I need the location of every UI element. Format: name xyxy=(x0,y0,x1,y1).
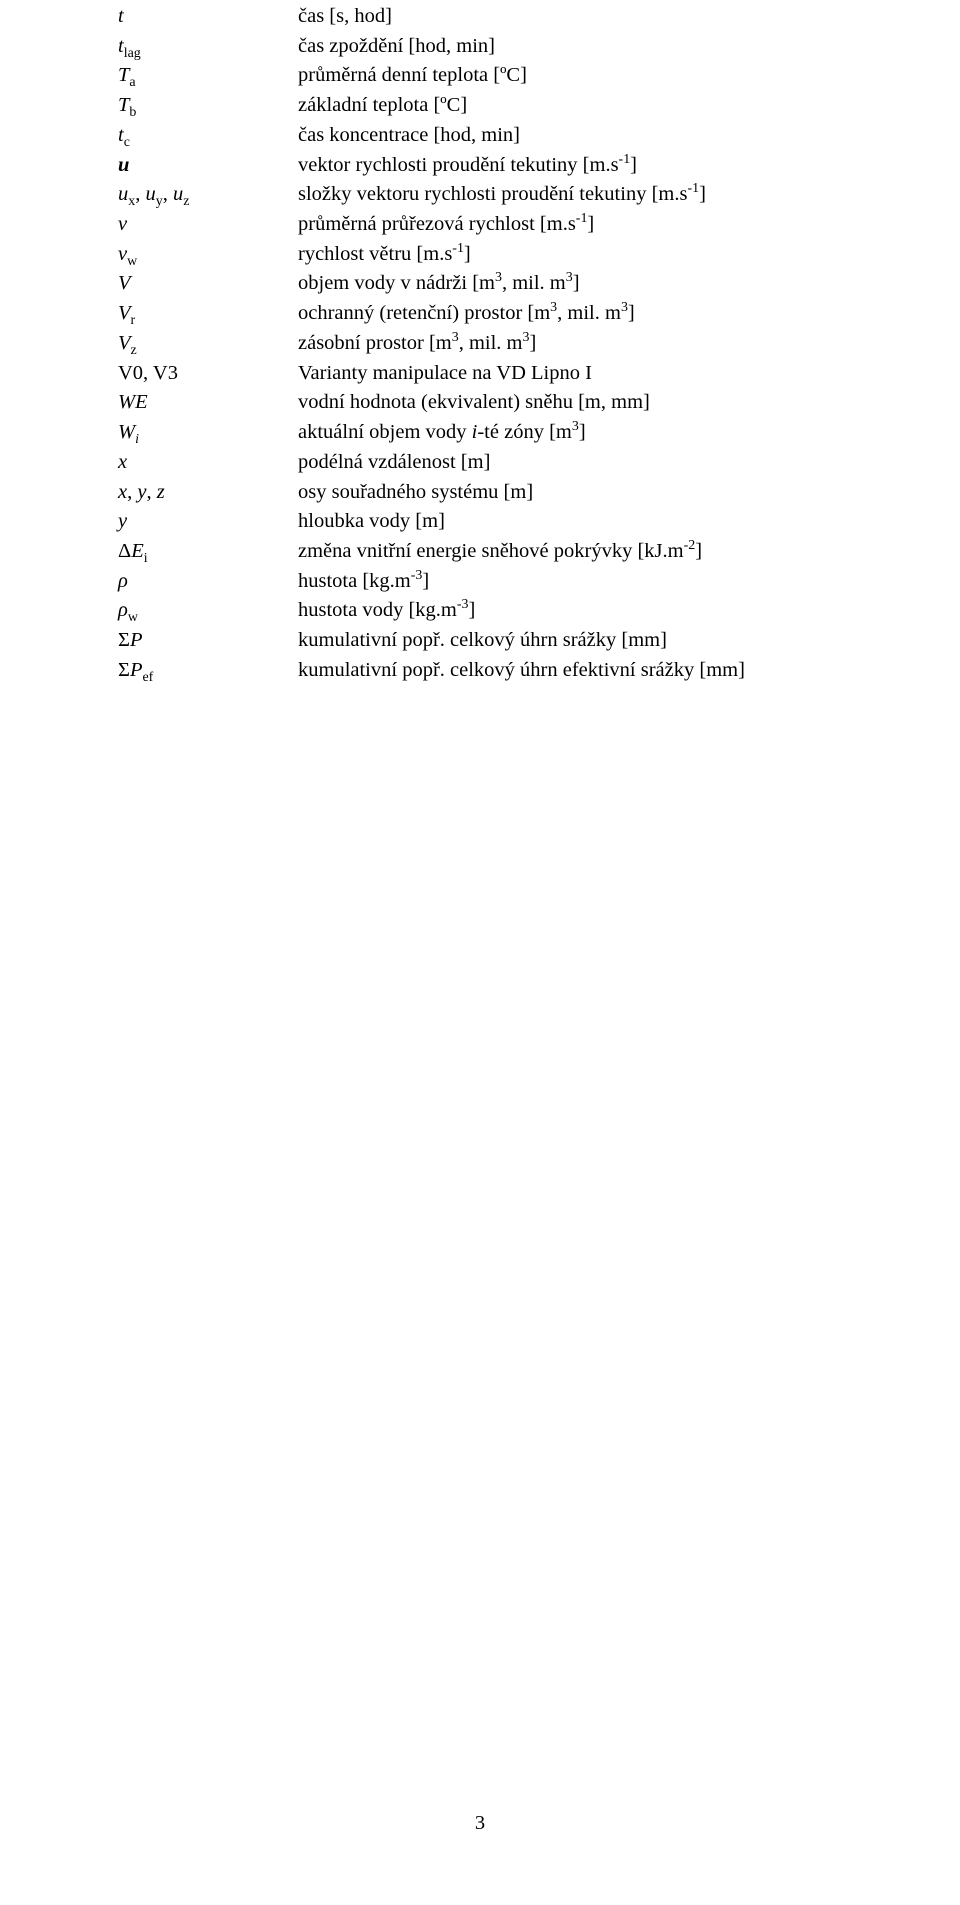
page: tčas [s, hod]tlagčas zpoždění [hod, min]… xyxy=(0,0,960,1905)
definition-cell: čas [s, hod] xyxy=(298,2,850,32)
symbol-cell: ΣP xyxy=(118,626,298,656)
symbol-cell: x, y, z xyxy=(118,478,298,508)
definition-cell: rychlost větru [m.s-1] xyxy=(298,240,850,270)
symbol-cell: Ta xyxy=(118,61,298,91)
symbol-cell: WE xyxy=(118,388,298,418)
table-row: Vzzásobní prostor [m3, mil. m3] xyxy=(118,329,850,359)
symbol-cell: Wi xyxy=(118,418,298,448)
definition-cell: vodní hodnota (ekvivalent) sněhu [m, mm] xyxy=(298,388,850,418)
symbol-cell: tc xyxy=(118,121,298,151)
table-row: Tbzákladní teplota [ºC] xyxy=(118,91,850,121)
table-row: ρwhustota vody [kg.m-3] xyxy=(118,596,850,626)
table-row: Wiaktuální objem vody i-té zóny [m3] xyxy=(118,418,850,448)
definition-cell: aktuální objem vody i-té zóny [m3] xyxy=(298,418,850,448)
definition-cell: základní teplota [ºC] xyxy=(298,91,850,121)
table-row: vwrychlost větru [m.s-1] xyxy=(118,240,850,270)
table-row: vprůměrná průřezová rychlost [m.s-1] xyxy=(118,210,850,240)
table-row: Vobjem vody v nádrži [m3, mil. m3] xyxy=(118,269,850,299)
symbol-cell: ux, uy, uz xyxy=(118,180,298,210)
symbol-cell: v xyxy=(118,210,298,240)
symbol-cell: x xyxy=(118,448,298,478)
table-row: ux, uy, uzsložky vektoru rychlosti proud… xyxy=(118,180,850,210)
table-row: WEvodní hodnota (ekvivalent) sněhu [m, m… xyxy=(118,388,850,418)
table-row: ΣPkumulativní popř. celkový úhrn srážky … xyxy=(118,626,850,656)
definition-cell: osy souřadného systému [m] xyxy=(298,478,850,508)
definition-cell: hloubka vody [m] xyxy=(298,507,850,537)
definition-cell: kumulativní popř. celkový úhrn srážky [m… xyxy=(298,626,850,656)
symbol-cell: tlag xyxy=(118,32,298,62)
definition-cell: ochranný (retenční) prostor [m3, mil. m3… xyxy=(298,299,850,329)
symbol-cell: t xyxy=(118,2,298,32)
symbol-cell: ΔEi xyxy=(118,537,298,567)
definition-cell: průměrná průřezová rychlost [m.s-1] xyxy=(298,210,850,240)
definition-cell: hustota [kg.m-3] xyxy=(298,567,850,597)
table-row: yhloubka vody [m] xyxy=(118,507,850,537)
table-row: ρhustota [kg.m-3] xyxy=(118,567,850,597)
definition-cell: kumulativní popř. celkový úhrn efektivní… xyxy=(298,656,850,686)
symbol-cell: Vr xyxy=(118,299,298,329)
table-row: Taprůměrná denní teplota [ºC] xyxy=(118,61,850,91)
symbol-table: tčas [s, hod]tlagčas zpoždění [hod, min]… xyxy=(118,0,850,686)
definition-cell: čas koncentrace [hod, min] xyxy=(298,121,850,151)
symbol-cell: V xyxy=(118,269,298,299)
table-row: ΔEizměna vnitřní energie sněhové pokrývk… xyxy=(118,537,850,567)
definition-cell: Varianty manipulace na VD Lipno I xyxy=(298,359,850,389)
definition-cell: hustota vody [kg.m-3] xyxy=(298,596,850,626)
table-row: tlagčas zpoždění [hod, min] xyxy=(118,32,850,62)
symbol-cell: u xyxy=(118,151,298,181)
table-row: x, y, zosy souřadného systému [m] xyxy=(118,478,850,508)
table-row: uvektor rychlosti proudění tekutiny [m.s… xyxy=(118,151,850,181)
symbol-cell: vw xyxy=(118,240,298,270)
symbol-cell: y xyxy=(118,507,298,537)
table-row: tčas [s, hod] xyxy=(118,2,850,32)
table-row: ΣPefkumulativní popř. celkový úhrn efekt… xyxy=(118,656,850,686)
definition-cell: průměrná denní teplota [ºC] xyxy=(298,61,850,91)
page-number: 3 xyxy=(0,1812,960,1835)
symbol-cell: ρw xyxy=(118,596,298,626)
symbol-cell: Tb xyxy=(118,91,298,121)
definition-cell: změna vnitřní energie sněhové pokrývky [… xyxy=(298,537,850,567)
symbol-cell: ΣPef xyxy=(118,656,298,686)
table-row: V0, V3Varianty manipulace na VD Lipno I xyxy=(118,359,850,389)
definition-cell: objem vody v nádrži [m3, mil. m3] xyxy=(298,269,850,299)
table-row: tcčas koncentrace [hod, min] xyxy=(118,121,850,151)
symbol-cell: V0, V3 xyxy=(118,359,298,389)
symbol-cell: Vz xyxy=(118,329,298,359)
table-row: Vrochranný (retenční) prostor [m3, mil. … xyxy=(118,299,850,329)
definition-cell: vektor rychlosti proudění tekutiny [m.s-… xyxy=(298,151,850,181)
definition-cell: podélná vzdálenost [m] xyxy=(298,448,850,478)
table-row: xpodélná vzdálenost [m] xyxy=(118,448,850,478)
symbol-cell: ρ xyxy=(118,567,298,597)
definition-cell: složky vektoru rychlosti proudění tekuti… xyxy=(298,180,850,210)
definition-cell: zásobní prostor [m3, mil. m3] xyxy=(298,329,850,359)
definition-cell: čas zpoždění [hod, min] xyxy=(298,32,850,62)
